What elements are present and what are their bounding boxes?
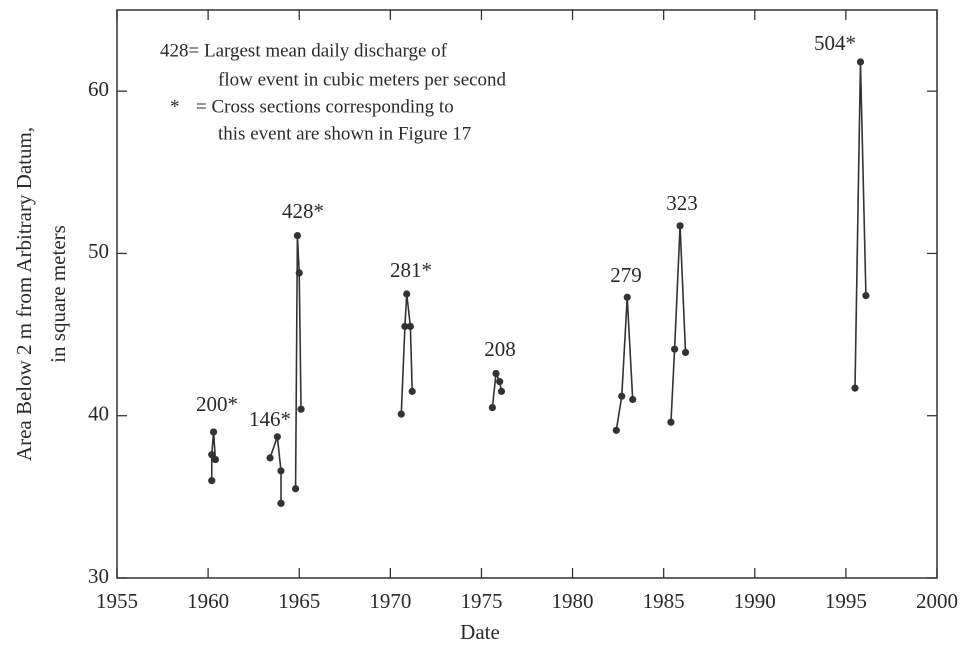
x-tick-label: 1970 bbox=[369, 589, 411, 613]
event-line bbox=[294, 235, 302, 489]
data-point bbox=[401, 322, 409, 331]
x-tick-label: 1965 bbox=[278, 589, 320, 613]
event-label: 279 bbox=[610, 263, 642, 287]
data-point bbox=[208, 477, 216, 485]
data-point bbox=[623, 293, 631, 301]
data-point bbox=[851, 384, 859, 392]
data-point bbox=[862, 292, 870, 300]
data-point bbox=[397, 410, 405, 418]
y-tick-label: 50 bbox=[88, 239, 109, 263]
note: 428= Largest mean daily discharge of bbox=[160, 40, 448, 61]
event-line bbox=[670, 225, 687, 423]
data-point bbox=[266, 454, 274, 462]
data-point bbox=[492, 369, 500, 378]
data-point bbox=[676, 222, 684, 230]
event-line bbox=[210, 431, 217, 481]
x-axis-label: Date bbox=[460, 620, 500, 644]
note: * bbox=[170, 96, 180, 117]
x-tick-label: 1975 bbox=[460, 589, 502, 613]
data-point bbox=[856, 58, 865, 66]
data-point bbox=[408, 387, 416, 395]
data-point bbox=[671, 345, 679, 353]
data-point bbox=[297, 405, 305, 413]
event-label: 281* bbox=[390, 258, 432, 282]
event-line bbox=[854, 61, 867, 389]
x-tick-label: 1985 bbox=[643, 589, 685, 613]
event-label: 504* bbox=[814, 31, 856, 55]
data-point bbox=[629, 395, 637, 404]
event-label: 200* bbox=[196, 392, 238, 416]
data-point bbox=[612, 426, 620, 434]
data-point bbox=[497, 387, 506, 395]
data-point bbox=[496, 378, 504, 386]
data-point bbox=[273, 433, 281, 441]
x-tick-label: 1995 bbox=[825, 589, 867, 613]
y-axis-label: Area Below 2 m from Arbitrary Datum, bbox=[12, 127, 36, 461]
x-tick-label: 2000 bbox=[916, 589, 958, 613]
data-point bbox=[681, 348, 690, 357]
note: = Cross sections corresponding to bbox=[196, 96, 454, 117]
data-point bbox=[488, 404, 496, 412]
y-axis-label: in square meters bbox=[46, 225, 70, 363]
x-tick-label: 1980 bbox=[552, 589, 594, 613]
data-point bbox=[667, 418, 675, 426]
data-point bbox=[209, 428, 218, 436]
x-tick-label: 1960 bbox=[187, 589, 229, 613]
event-label: 208 bbox=[484, 337, 516, 361]
data-point bbox=[403, 290, 411, 298]
y-tick-label: 30 bbox=[88, 564, 109, 588]
event-label: 428* bbox=[282, 199, 324, 223]
data-point bbox=[277, 499, 285, 507]
data-point bbox=[295, 269, 303, 277]
y-tick-label: 60 bbox=[88, 77, 109, 101]
y-tick-label: 40 bbox=[88, 402, 109, 426]
x-tick-label: 1955 bbox=[96, 589, 138, 613]
event-line bbox=[400, 293, 413, 415]
note: flow event in cubic meters per second bbox=[218, 69, 507, 90]
event-label: 323 bbox=[666, 191, 698, 215]
event-line bbox=[269, 436, 282, 504]
x-tick-label: 1990 bbox=[734, 589, 776, 613]
event-line bbox=[615, 297, 634, 431]
data-point bbox=[293, 231, 301, 240]
data-point bbox=[211, 455, 219, 464]
data-point bbox=[618, 392, 626, 400]
event-label: 146* bbox=[249, 407, 291, 431]
event-line bbox=[491, 370, 503, 408]
note: this event are shown in Figure 17 bbox=[218, 123, 471, 144]
plot-frame bbox=[116, 9, 938, 579]
data-point bbox=[406, 322, 414, 331]
data-point bbox=[277, 467, 285, 475]
data-point bbox=[291, 485, 300, 493]
